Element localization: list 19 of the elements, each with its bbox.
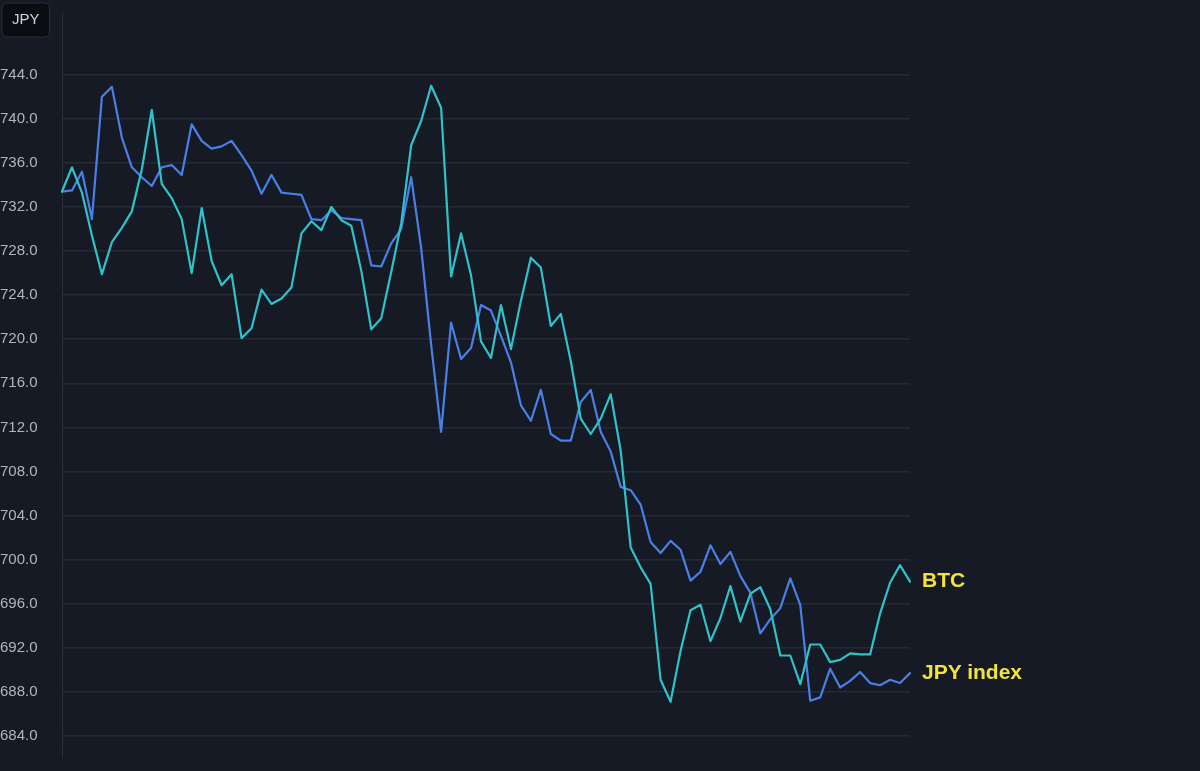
y-axis-title: JPY: [12, 10, 40, 28]
y-tick-label: 744.0: [0, 64, 38, 82]
series-label: JPY index: [922, 659, 1023, 683]
y-tick-label: 724.0: [0, 285, 38, 303]
y-tick-label: 696.0: [0, 593, 38, 611]
y-tick-label: 740.0: [0, 108, 38, 126]
y-tick-label: 692.0: [0, 637, 38, 655]
series-label: BTC: [922, 568, 966, 592]
y-tick-label: 684.0: [0, 726, 38, 744]
y-tick-label: 736.0: [0, 153, 38, 171]
y-tick-label: 720.0: [0, 329, 38, 347]
y-tick-label: 704.0: [0, 505, 38, 523]
y-tick-label: 716.0: [0, 373, 38, 391]
y-tick-label: 688.0: [0, 682, 38, 700]
y-tick-label: 708.0: [0, 461, 38, 479]
y-tick-label: 728.0: [0, 241, 38, 259]
y-tick-label: 700.0: [0, 549, 38, 567]
y-tick-label: 732.0: [0, 197, 38, 215]
y-tick-label: 712.0: [0, 417, 38, 435]
